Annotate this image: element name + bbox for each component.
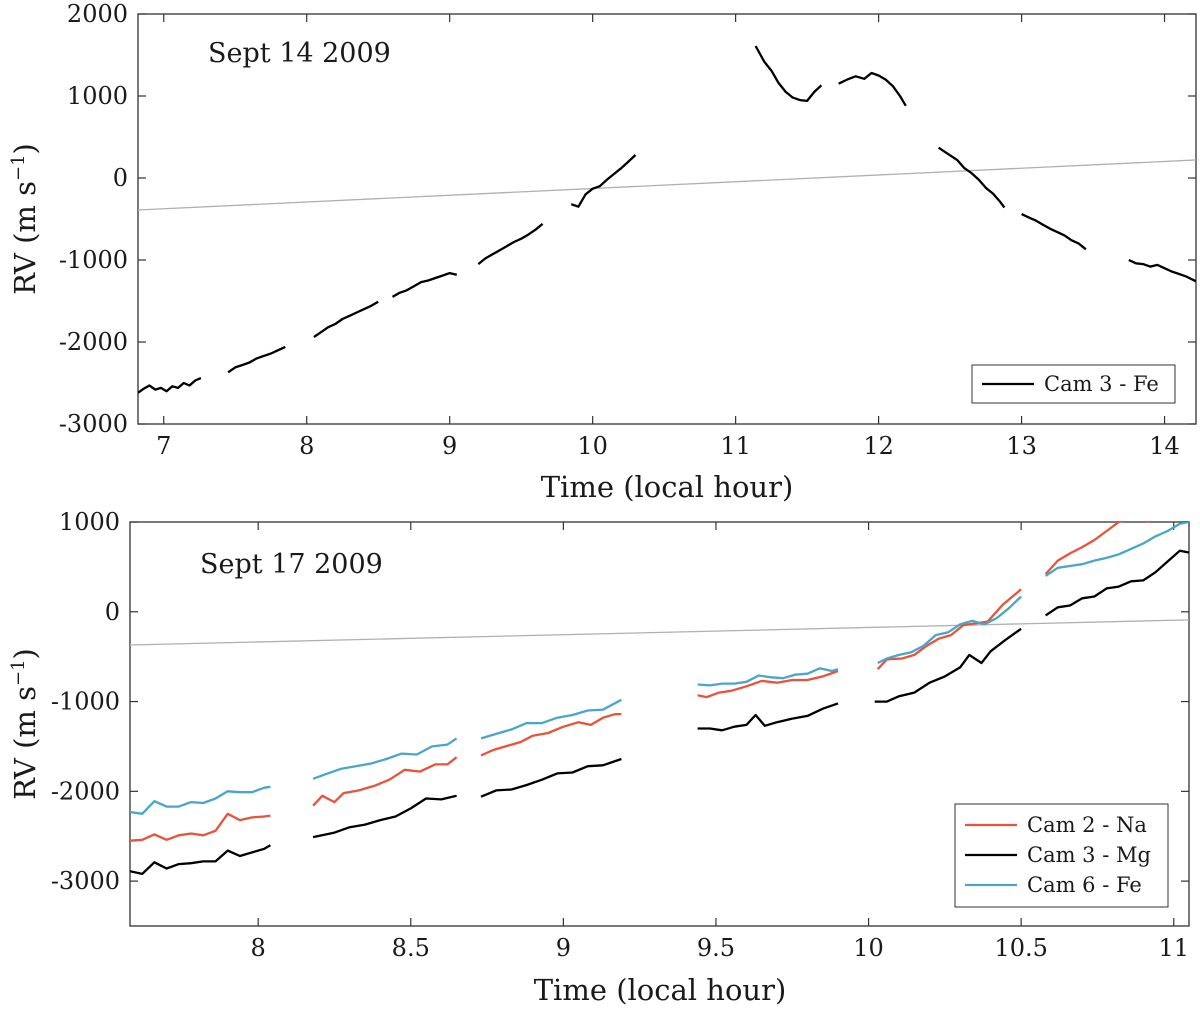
series-lines bbox=[130, 522, 1189, 876]
series-line-cam-3-mg bbox=[1044, 549, 1189, 617]
y-tick-label: -3000 bbox=[59, 410, 128, 438]
x-tick-label: 9 bbox=[556, 934, 571, 962]
series-line-cam-3-mg bbox=[130, 844, 271, 876]
series-line-cam-2-na bbox=[876, 588, 1022, 670]
y-axis-label: RV (m s−1) bbox=[8, 143, 42, 295]
series-line-cam-6-fe bbox=[1044, 522, 1189, 577]
series-line-cam-6-fe bbox=[130, 785, 271, 815]
y-tick-label: -1000 bbox=[51, 688, 120, 716]
x-tick-label: 10.5 bbox=[994, 934, 1047, 962]
x-axis-label: Time (local hour) bbox=[534, 973, 787, 1007]
series-line-cam-3-fe bbox=[227, 345, 286, 374]
x-tick-label: 11 bbox=[720, 432, 751, 460]
reference-line bbox=[130, 619, 1189, 646]
series-line-cam-6-fe bbox=[480, 698, 622, 740]
y-tick-label: 1000 bbox=[67, 82, 128, 110]
series-line-cam-3-fe bbox=[754, 45, 823, 103]
axis-ticks: 8 8.5 9 9.5 10 10.5 11 -3000 -2000 -1000 0 1000 bbox=[51, 508, 1189, 962]
series-line-cam-3-mg bbox=[697, 702, 839, 732]
series-line-cam-3-fe bbox=[838, 71, 907, 107]
series-line-cam-3-fe bbox=[1021, 213, 1087, 251]
series-line-cam-2-na bbox=[130, 812, 271, 842]
panel-annotation: Sept 17 2009 bbox=[200, 549, 383, 580]
panel-sept14: 7 8 9 10 11 12 13 14 -3000 -2000 -1000 0 1000 2000 Se… bbox=[8, 0, 1197, 504]
x-tick-label: 8.5 bbox=[392, 934, 430, 962]
x-tick-label: 9 bbox=[442, 432, 457, 460]
panel-annotation: Sept 14 2009 bbox=[208, 38, 391, 69]
x-tick-label: 13 bbox=[1006, 432, 1037, 460]
series-line-cam-3-fe bbox=[937, 146, 1006, 209]
x-tick-label: 12 bbox=[863, 432, 894, 460]
x-axis-label: Time (local hour) bbox=[541, 470, 794, 504]
series-line-cam-3-mg bbox=[874, 627, 1022, 703]
reference-trend-line bbox=[138, 159, 1196, 211]
y-tick-label: -1000 bbox=[59, 246, 128, 274]
series-line-cam-3-fe bbox=[391, 271, 458, 298]
series-line-cam-6-fe bbox=[697, 667, 839, 687]
series-line-cam-6-fe bbox=[877, 595, 1022, 665]
series-line-cam-2-na bbox=[480, 712, 622, 757]
panel-sept17: 8 8.5 9 9.5 10 10.5 11 -3000 -2000 -1000 0 1000 Sep… bbox=[8, 508, 1190, 1007]
x-tick-label: 7 bbox=[156, 432, 171, 460]
axis-ticks: 7 8 9 10 11 12 13 14 -3000 -2000 -1000 0 1000 2000 bbox=[59, 0, 1196, 460]
legend-label-cam-3-fe: Cam 3 - Fe bbox=[1044, 372, 1159, 396]
x-tick-label: 8 bbox=[251, 934, 266, 962]
legend: Cam 3 - Fe bbox=[971, 364, 1176, 404]
y-tick-label: 2000 bbox=[67, 0, 128, 28]
series-line-cam-2-na bbox=[697, 669, 839, 699]
x-tick-label: 8 bbox=[299, 432, 314, 460]
legend: Cam 2 - Na Cam 3 - Mg Cam 6 - Fe bbox=[954, 803, 1169, 908]
series-lines bbox=[138, 45, 1196, 394]
y-tick-label: -3000 bbox=[51, 867, 120, 895]
series-line-cam-3-fe bbox=[477, 223, 544, 265]
x-tick-label: 10 bbox=[577, 432, 608, 460]
series-line-cam-2-na bbox=[1044, 522, 1150, 575]
x-tick-label: 11 bbox=[1158, 934, 1189, 962]
plot-area bbox=[137, 13, 1197, 425]
series-line-cam-3-fe bbox=[570, 154, 637, 208]
y-tick-label: 0 bbox=[105, 598, 120, 626]
y-tick-label: -2000 bbox=[59, 328, 128, 356]
x-tick-label: 10 bbox=[853, 934, 884, 962]
legend-label-cam-3-mg: Cam 3 - Mg bbox=[1027, 843, 1151, 867]
x-tick-label: 9.5 bbox=[697, 934, 735, 962]
series-line-cam-6-fe bbox=[312, 737, 458, 780]
series-line-cam-3-fe bbox=[1128, 258, 1196, 283]
legend-label-cam-2-na: Cam 2 - Na bbox=[1027, 813, 1147, 837]
x-tick-label: 14 bbox=[1149, 432, 1180, 460]
series-line-cam-3-fe bbox=[313, 300, 379, 339]
reference-trend-line bbox=[130, 619, 1189, 646]
series-line-cam-3-mg bbox=[480, 757, 622, 798]
series-line-cam-3-mg bbox=[312, 794, 457, 839]
legend-label-cam-6-fe: Cam 6 - Fe bbox=[1027, 873, 1142, 897]
y-tick-label: -2000 bbox=[51, 777, 120, 805]
y-tick-label: 0 bbox=[113, 164, 128, 192]
y-tick-label: 1000 bbox=[59, 508, 120, 536]
reference-line bbox=[138, 159, 1196, 211]
series-line-cam-2-na bbox=[312, 756, 458, 807]
y-axis-label: RV (m s−1) bbox=[8, 648, 42, 800]
series-line-cam-3-fe bbox=[138, 377, 202, 394]
